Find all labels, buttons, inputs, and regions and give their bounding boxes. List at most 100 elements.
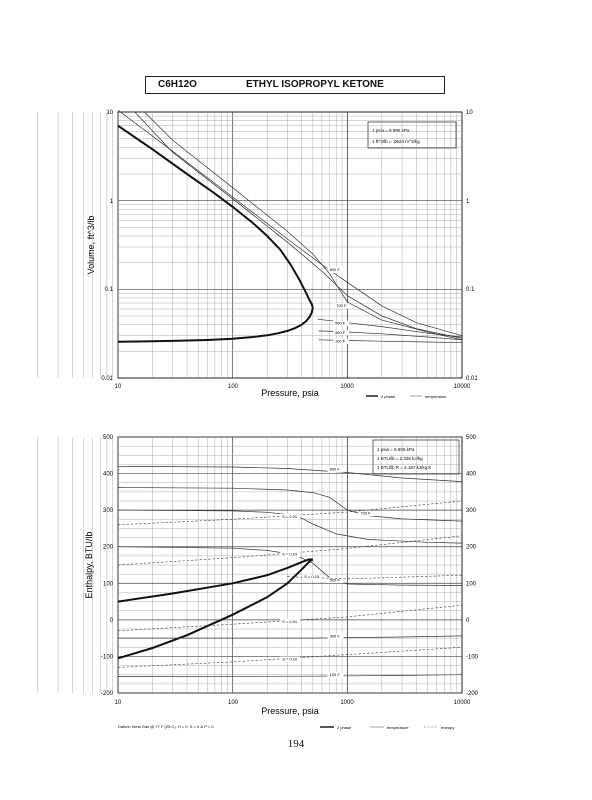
isotherm-line — [117, 509, 463, 544]
y-tick-label: 500 — [103, 435, 114, 441]
isotherm-label: 500 F — [330, 577, 341, 582]
x-tick-label: 1000 — [340, 700, 354, 706]
curve-label-bg — [280, 656, 301, 662]
isotherm-label: 800 F — [330, 267, 341, 272]
y-tick-label: 100 — [103, 581, 114, 587]
isotherm-line — [117, 465, 463, 482]
y-tick-label: 0 — [110, 618, 114, 624]
curve-label-bg — [358, 510, 375, 517]
y-tick-label: 1 — [110, 199, 114, 205]
y-axis-label: Volume, ft^3/lb — [86, 216, 96, 275]
isotherm-line — [117, 109, 463, 337]
y-tick-label-right: 500 — [466, 435, 477, 441]
curve-label-bg — [280, 513, 301, 520]
chart-title-box: C6H12O ETHYL ISOPROPYL KETONE — [145, 76, 445, 94]
conversion-note: 1 BTU/lb = 2.326 kJ/kg — [377, 456, 423, 461]
conversion-note-box — [372, 439, 460, 475]
entropy-line — [117, 535, 463, 566]
y-tick-label: 0.1 — [105, 287, 114, 293]
curve-label-bg — [327, 633, 344, 639]
page-number: 194 — [287, 738, 305, 750]
curve-label-bg — [302, 574, 323, 580]
y-tick-label-right: -200 — [466, 691, 479, 697]
isotherm-line — [117, 487, 463, 522]
compound-name: ETHYL ISOPROPYL KETONE — [246, 79, 384, 90]
y-tick-label: 10 — [106, 110, 113, 116]
entropy-line — [117, 500, 463, 526]
entropy-label: S = 0.01 — [282, 619, 298, 624]
y-tick-label: 400 — [103, 472, 114, 478]
curve-label-bg — [327, 672, 344, 678]
isotherm-label: 300 F — [335, 330, 346, 335]
isotherm-line — [318, 339, 463, 344]
two-phase-curve — [117, 558, 313, 603]
two-phase-curve — [117, 124, 314, 308]
curve-label-bg — [332, 330, 349, 336]
isotherm-line — [317, 318, 463, 338]
plot-frame — [117, 436, 463, 694]
isotherm-line — [144, 111, 463, 341]
conversion-note: 1 BTU/lb R = 4.187 kJ/kg K — [377, 465, 431, 470]
entropy-line — [287, 574, 463, 580]
legend-label: temperature — [387, 725, 409, 730]
x-axis-label: Pressure, psia — [261, 706, 319, 716]
isotherm-line — [117, 674, 463, 677]
y-tick-label: 300 — [103, 508, 114, 514]
x-tick-label: 10 — [115, 700, 122, 706]
y-tick-label-right: 10 — [466, 110, 473, 116]
y-tick-label-right: 100 — [466, 581, 477, 587]
x-axis-label: Pressure, psia — [261, 388, 319, 398]
x-tick-label: 10000 — [454, 384, 471, 390]
curve-label-bg — [327, 267, 344, 273]
series-layer: 800 F 700 F 500 F 300 F 100 F — [117, 109, 463, 344]
y-tick-label-right: 0.01 — [466, 376, 478, 382]
two-phase-curve — [117, 307, 314, 343]
y-tick-label: -100 — [101, 654, 114, 660]
grid — [37, 436, 462, 694]
y-tick-label-right: 0 — [466, 618, 470, 624]
isotherm-line — [117, 546, 463, 586]
x-tick-label: 100 — [228, 700, 239, 706]
y-tick-label-right: 0.1 — [466, 287, 475, 293]
curve-label-bg — [327, 577, 344, 583]
curve-label-bg — [280, 618, 301, 625]
conversion-note-box — [367, 121, 457, 149]
entropy-label: S = 0.23 — [282, 552, 298, 557]
y-tick-label: 0.01 — [101, 376, 113, 382]
isotherm-label: 100 F — [335, 338, 346, 343]
x-tick-label: 10000 — [454, 700, 471, 706]
two-phase-curve — [117, 558, 314, 660]
y-axis-label: Enthalpy, BTU/lb — [84, 532, 94, 599]
isotherm-label: 300 F — [330, 633, 341, 638]
isotherm-label: 100 F — [330, 672, 341, 677]
isotherm-label: 800 F — [330, 467, 341, 472]
compound-formula: C6H12O — [158, 79, 197, 90]
grid — [37, 112, 462, 378]
legend-label: temperature — [425, 394, 447, 399]
entropy-label: S = 0.15 — [304, 574, 320, 579]
entropy-label: S = 0.10 — [282, 656, 298, 661]
isotherm-label: 500 F — [335, 321, 346, 326]
entropy-label: S = 0.31 — [282, 514, 298, 519]
legend-label: 2 phase — [381, 394, 396, 399]
y-ticks: -200 -200 -100 -100 0 0 100 100 200 200 300 300 400 4… — [101, 435, 479, 697]
isotherm-label: 700 F — [360, 511, 371, 516]
y-tick-label-right: 400 — [466, 472, 477, 478]
isotherm-line — [318, 330, 463, 341]
legend-label: entropy — [441, 725, 454, 730]
y-tick-label-right: -100 — [466, 654, 479, 660]
y-tick-label-right: 200 — [466, 545, 477, 551]
series-layer: 800 F 700 F 500 F 300 F 100 F S = 0.31 S = 0.2… — [117, 465, 463, 678]
curve-label-bg — [334, 303, 351, 309]
conversion-note: 1 psia = 6.895 kPa — [372, 128, 410, 133]
datum-footnote: Datum: Ideal Gas @ 77 F (25 C), H = 0, S… — [118, 724, 214, 729]
y-tick-label: -200 — [101, 691, 114, 697]
conversion-note: 1 ft^3/lb = .0624 m^3/kg — [372, 139, 420, 144]
entropy-line — [117, 604, 463, 632]
entropy-line — [117, 647, 463, 668]
x-tick-label: 100 — [228, 384, 239, 390]
x-tick-label: 1000 — [340, 384, 354, 390]
y-tick-label-right: 1 — [466, 199, 470, 205]
